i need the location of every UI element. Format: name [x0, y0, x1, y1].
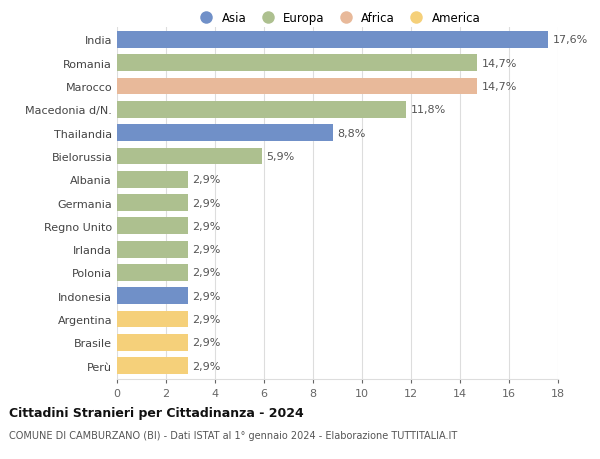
Text: 2,9%: 2,9%	[193, 361, 221, 371]
Bar	[117, 125, 332, 142]
Bar	[117, 78, 477, 95]
Text: 11,8%: 11,8%	[410, 105, 446, 115]
Text: 2,9%: 2,9%	[193, 198, 221, 208]
Bar	[117, 148, 262, 165]
Bar	[117, 172, 188, 188]
Text: 2,9%: 2,9%	[193, 245, 221, 255]
Bar	[117, 218, 188, 235]
Bar	[117, 55, 477, 72]
Bar	[117, 32, 548, 49]
Text: 2,9%: 2,9%	[193, 175, 221, 185]
Bar	[117, 334, 188, 351]
Text: 5,9%: 5,9%	[266, 151, 294, 162]
Text: 2,9%: 2,9%	[193, 338, 221, 347]
Bar	[117, 358, 188, 374]
Bar	[117, 241, 188, 258]
Bar	[117, 102, 406, 118]
Text: COMUNE DI CAMBURZANO (BI) - Dati ISTAT al 1° gennaio 2024 - Elaborazione TUTTITA: COMUNE DI CAMBURZANO (BI) - Dati ISTAT a…	[9, 431, 457, 441]
Bar	[117, 264, 188, 281]
Bar	[117, 195, 188, 212]
Text: 14,7%: 14,7%	[482, 59, 517, 68]
Text: 2,9%: 2,9%	[193, 314, 221, 325]
Text: 2,9%: 2,9%	[193, 221, 221, 231]
Text: 2,9%: 2,9%	[193, 268, 221, 278]
Text: 2,9%: 2,9%	[193, 291, 221, 301]
Text: 17,6%: 17,6%	[553, 35, 588, 45]
Legend: Asia, Europa, Africa, America: Asia, Europa, Africa, America	[190, 7, 485, 29]
Text: 8,8%: 8,8%	[337, 129, 365, 138]
Bar	[117, 311, 188, 328]
Text: Cittadini Stranieri per Cittadinanza - 2024: Cittadini Stranieri per Cittadinanza - 2…	[9, 406, 304, 419]
Text: 14,7%: 14,7%	[482, 82, 517, 92]
Bar	[117, 288, 188, 304]
